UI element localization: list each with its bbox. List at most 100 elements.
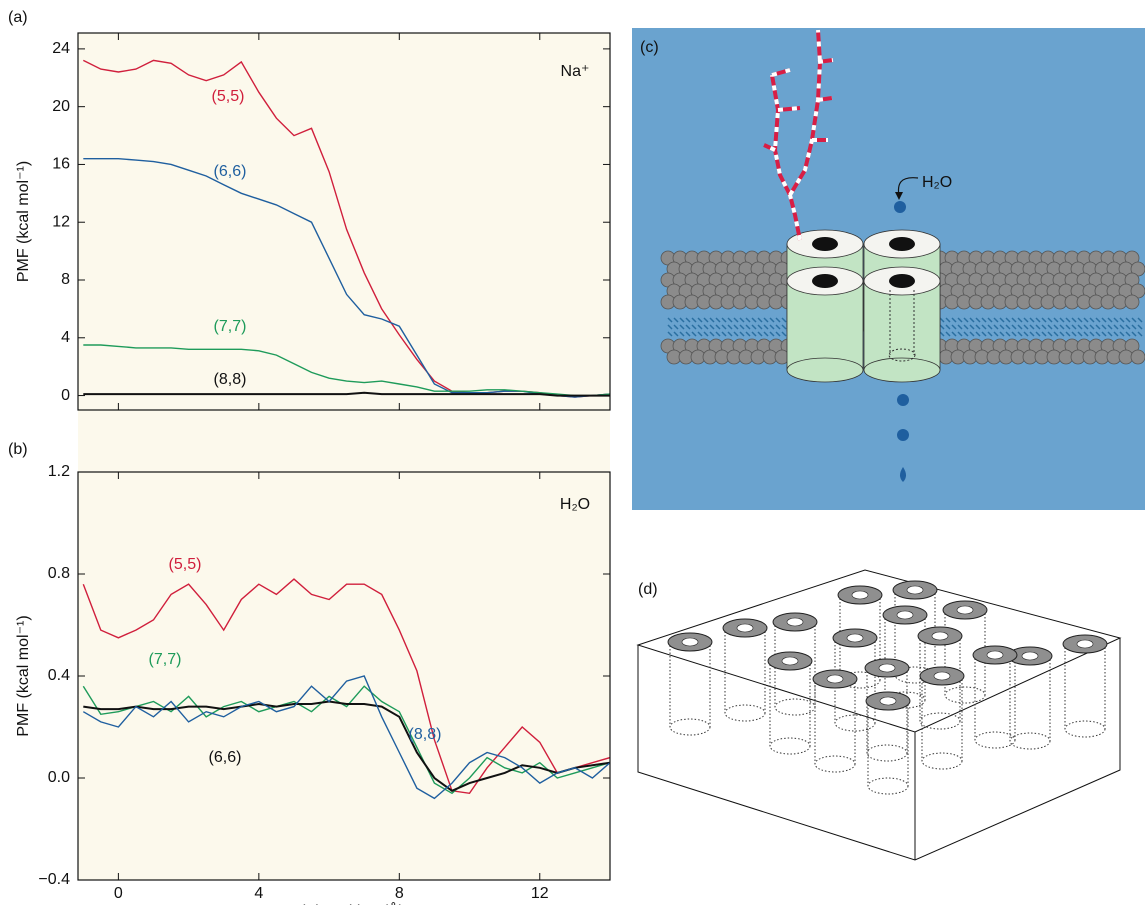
lipid-tail <box>757 324 763 330</box>
nanotube-pore <box>1021 651 1039 661</box>
lipid-tail <box>1059 317 1065 323</box>
series-line <box>82 685 610 795</box>
lipid-tail <box>733 331 739 337</box>
lipid-tail <box>715 324 721 330</box>
lipid-tail <box>1077 317 1083 323</box>
x-axis-label: Axial position (Å) <box>284 901 404 905</box>
nanotube-pore <box>781 656 799 666</box>
water-drop <box>897 429 909 441</box>
lipid-tail <box>1071 324 1077 330</box>
lipid-tail <box>1005 317 1011 323</box>
nanotube-base <box>944 686 986 704</box>
lipid-tail <box>1137 317 1143 323</box>
nanotube-wall <box>769 661 811 746</box>
lipid-tail <box>673 331 679 337</box>
series-label: (6,6) <box>214 163 247 180</box>
nanotube-base <box>669 718 711 736</box>
lipid-tail <box>1071 331 1077 337</box>
lipid-head <box>1130 349 1145 365</box>
lipid-tail <box>1011 331 1017 337</box>
nanotube-pore <box>896 610 914 620</box>
annotation: H₂O <box>560 496 590 513</box>
lipid-tail <box>763 317 769 323</box>
y-axis-label: PMF (kcal mol⁻¹) <box>15 615 32 736</box>
lipid-tail <box>697 317 703 323</box>
lipid-tail <box>951 317 957 323</box>
lipid-tail <box>993 331 999 337</box>
lipid-tail <box>1005 324 1011 330</box>
y-tick-label: 4 <box>61 329 70 346</box>
channel-bottom <box>786 357 864 383</box>
lipid-tail <box>673 317 679 323</box>
lipid-tail <box>1113 317 1119 323</box>
y-tick-label: 0.4 <box>48 667 70 684</box>
lipid-tail <box>1137 324 1143 330</box>
channel-pore <box>889 237 915 251</box>
lipid-tail <box>679 317 685 323</box>
lipid-tail <box>739 331 745 337</box>
lipid-tail <box>703 331 709 337</box>
lipid-tail <box>969 331 975 337</box>
nanotube-wall <box>974 655 1016 740</box>
lipid-tail <box>709 324 715 330</box>
water-drop <box>894 201 906 213</box>
lipid-tail <box>1095 331 1101 337</box>
lipid-tail <box>969 324 975 330</box>
lipid-tail <box>697 331 703 337</box>
lipid-tail <box>1029 317 1035 323</box>
y-tick-label: 12 <box>52 213 70 230</box>
nanotube-pore <box>681 637 699 647</box>
arrow-head <box>895 192 903 200</box>
nanotube-base <box>1009 732 1051 750</box>
lipid-tail <box>981 324 987 330</box>
lipid-tail <box>751 324 757 330</box>
lipid-tail <box>1029 331 1035 337</box>
lipid-tail <box>775 331 781 337</box>
lipid-tail <box>1089 317 1095 323</box>
lipid-tail <box>993 317 999 323</box>
lipid-tail <box>769 324 775 330</box>
channel-bottom <box>863 357 941 383</box>
lipid-tail <box>763 331 769 337</box>
lipid-tail <box>1101 331 1107 337</box>
nanotube-pore <box>826 674 844 684</box>
lipid-tail <box>1035 317 1041 323</box>
plot-frame <box>77 471 611 881</box>
nanotube-pore <box>879 696 897 706</box>
lipid-tail <box>1059 331 1065 337</box>
series-line <box>82 675 610 800</box>
panel-gap <box>78 410 610 472</box>
box-edges <box>637 638 1121 861</box>
lipid-tail <box>769 317 775 323</box>
x-tick-label: 12 <box>531 885 549 902</box>
lipid-tail <box>957 331 963 337</box>
lipid-tail <box>1095 317 1101 323</box>
nanotube-pore <box>851 590 869 600</box>
lipid-tail <box>739 324 745 330</box>
lipid-tail <box>1017 331 1023 337</box>
lipid-tail <box>981 317 987 323</box>
lipid-tail <box>703 324 709 330</box>
nanotube-pore <box>906 585 924 595</box>
lipid-tail <box>1131 317 1137 323</box>
lipid-tail <box>691 317 697 323</box>
lipid-tail <box>1089 324 1095 330</box>
lipid-tail <box>685 331 691 337</box>
y-axis-label: PMF (kcal mol⁻¹) <box>15 161 32 282</box>
nanotube-base <box>724 704 766 722</box>
lipid-tail <box>1119 317 1125 323</box>
lipid-tail <box>1023 317 1029 323</box>
y-tick-label: 0.0 <box>48 769 70 786</box>
lipid-tail <box>727 324 733 330</box>
lipid-tail <box>685 317 691 323</box>
lipid-tail <box>963 331 969 337</box>
lipid-tail <box>1071 317 1077 323</box>
lipid-tail <box>1077 331 1083 337</box>
lipid-tail <box>727 317 733 323</box>
lipid-tail <box>957 317 963 323</box>
water-drop <box>900 467 906 482</box>
lipid-tail <box>715 331 721 337</box>
lipid-tail <box>691 331 697 337</box>
lipid-tail <box>1125 317 1131 323</box>
lipid-tail <box>1131 324 1137 330</box>
